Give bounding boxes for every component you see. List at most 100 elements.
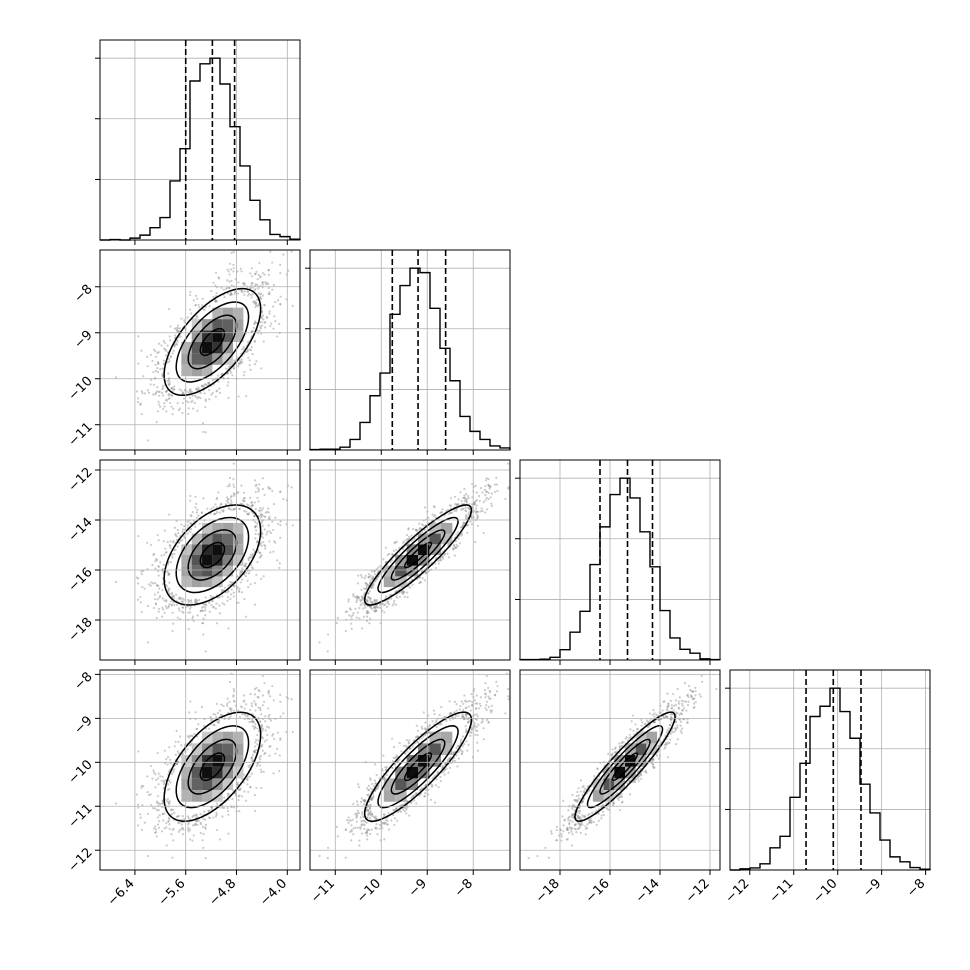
sample-point-3-2-2334: [567, 817, 570, 820]
sample-point-2-1-299: [390, 553, 394, 556]
sample-point-2-1-1393: [460, 508, 463, 511]
sample-point-2-1-580: [419, 580, 422, 583]
sample-point-3-0-1884: [187, 826, 190, 829]
sample-point-3-2-1403: [571, 833, 574, 836]
sample-point-2-0-525: [251, 503, 254, 506]
sample-point-2-1-2064: [364, 606, 367, 609]
contour-3-1-0: [403, 752, 433, 782]
sample-point-2-1-1765: [365, 600, 369, 603]
sample-point-2-0-637: [154, 567, 157, 570]
sample-point-3-1-1206: [462, 708, 465, 712]
sample-point-3-0-634: [176, 821, 180, 824]
sample-point-1-0-2029: [273, 315, 276, 318]
sample-point-1-0-625: [247, 356, 250, 359]
sample-point-3-1-1611: [390, 819, 393, 822]
sample-point-1-0-1289: [278, 322, 281, 326]
sample-point-2-0-1235: [178, 596, 182, 599]
sample-point-3-1-2990: [449, 711, 452, 715]
density-cell-3-1-7-8: [418, 743, 430, 756]
sample-point-1-0-2332: [204, 406, 207, 409]
sample-point-2-0-1946: [268, 515, 271, 518]
sample-point-2-1-645: [440, 510, 444, 514]
sample-point-2-1-2672: [373, 580, 377, 583]
sample-point-3-1-1485: [378, 823, 381, 826]
sample-point-2-1-2865: [366, 599, 369, 602]
sample-point-3-0-302: [254, 751, 257, 754]
sample-point-2-1-2964: [372, 609, 376, 612]
sample-point-3-2-2391: [586, 785, 589, 788]
sample-point-3-2-991: [568, 821, 571, 825]
sample-point-2-0-1875: [149, 543, 153, 547]
sample-point-3-0-1222: [168, 827, 171, 830]
sample-point-2-0-1393: [196, 508, 199, 511]
sample-point-3-1-1768: [453, 700, 457, 703]
sample-point-2-1-235: [455, 533, 458, 536]
sample-point-2-0-2011: [250, 566, 253, 569]
sample-point-2-0-2629: [194, 599, 197, 602]
sample-point-2-0-2815: [218, 596, 221, 599]
sample-point-3-0-150: [260, 736, 264, 739]
sample-point-3-1-547: [375, 822, 378, 826]
sample-point-3-2-2481: [675, 743, 678, 746]
sample-point-3-0-2809: [214, 713, 217, 716]
sample-point-3-1-2210: [396, 819, 399, 823]
sample-point-3-1-2392: [461, 715, 464, 718]
sample-point-3-2-2405: [618, 745, 621, 749]
density-cell-3-2-9-9: [646, 731, 658, 744]
sample-point-1-0-433: [253, 339, 256, 342]
sample-point-3-2-2216: [555, 825, 558, 828]
sample-point-3-0-128: [189, 700, 192, 703]
contour-3-0-0: [199, 752, 226, 782]
sample-point-2-1-2694: [418, 526, 422, 530]
sample-point-1-0-21: [260, 320, 263, 324]
sample-point-3-0-1670: [154, 786, 157, 789]
sample-point-2-0-1610: [194, 525, 197, 528]
sample-point-3-0-2816: [178, 828, 182, 832]
sample-point-2-0-768: [279, 490, 282, 493]
sample-point-1-0-1528: [228, 286, 231, 290]
sample-point-3-1-1073: [466, 721, 470, 724]
sample-point-3-0-2221: [168, 823, 171, 826]
sample-point-3-1-334: [374, 782, 377, 785]
sample-point-3-1-536: [448, 757, 452, 760]
sample-point-3-1-874: [360, 820, 363, 823]
sample-point-3-2-648: [681, 704, 684, 707]
sample-point-2-0-2953: [257, 500, 260, 503]
sample-point-3-2-598: [567, 819, 570, 822]
density-cell-2-0-7-4: [212, 576, 223, 588]
histogram-3: [730, 687, 931, 871]
sample-point-1-0-2977: [233, 292, 236, 296]
sample-point-1-0-1196: [254, 272, 257, 275]
density-cell-1-0-5-5: [191, 353, 203, 365]
sample-point-3-1-154: [470, 692, 473, 696]
sample-point-2-1-825: [326, 633, 330, 636]
sample-point-3-1-326: [484, 681, 487, 685]
sample-point-3-2-1393: [669, 738, 672, 741]
sample-point-1-0-38: [172, 385, 176, 388]
sample-point-2-0-2438: [220, 503, 223, 506]
sample-point-2-0-1788: [268, 540, 271, 543]
sample-point-3-0-2359: [192, 834, 195, 837]
sample-point-2-0-159: [255, 529, 258, 532]
sample-point-1-0-1429: [230, 268, 233, 271]
density-cell-3-0-5-6: [191, 766, 203, 779]
sample-point-3-1-2335: [485, 674, 488, 678]
density-cell-2-1-5-4: [395, 576, 407, 588]
sample-point-3-2-210: [581, 800, 584, 803]
sample-point-1-0-1910: [263, 321, 266, 324]
sample-point-2-0-422: [182, 535, 186, 538]
sample-point-3-0-768: [279, 700, 282, 703]
sample-point-3-1-2153: [420, 725, 423, 728]
sample-point-2-1-1467: [434, 516, 437, 519]
sample-point-3-2-324: [634, 780, 637, 783]
sample-point-2-0-1717: [221, 602, 224, 605]
sample-point-2-1-1884: [356, 611, 359, 614]
sample-point-3-0-1897: [163, 780, 166, 784]
sample-point-1-0-917: [194, 303, 197, 307]
sample-point-1-0-2524: [178, 327, 182, 330]
sample-point-3-0-2823: [167, 783, 170, 786]
sample-point-2-1-1825: [368, 597, 371, 600]
sample-point-1-0-1038: [251, 353, 254, 356]
sample-point-2-0-562: [166, 540, 169, 544]
sample-point-2-1-2794: [457, 537, 460, 540]
